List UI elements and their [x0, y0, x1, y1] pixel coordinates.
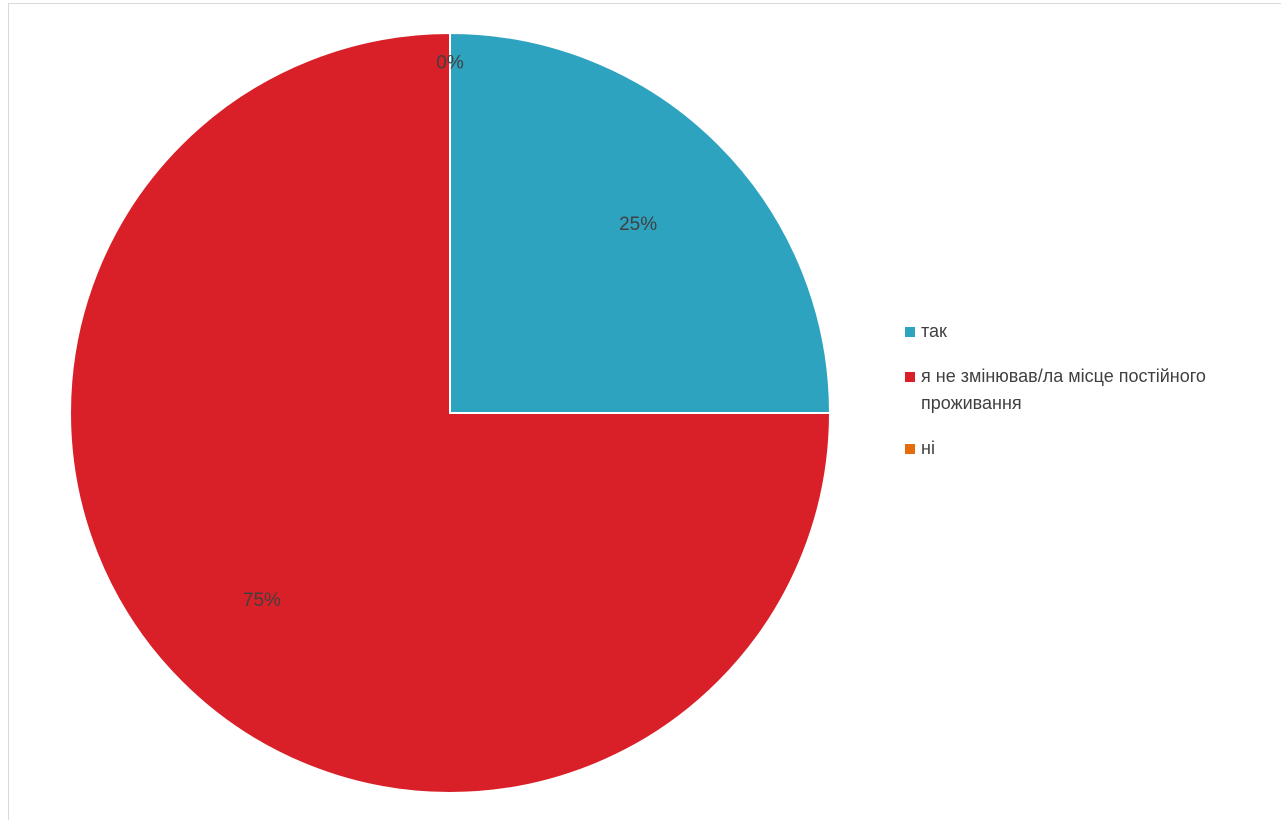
pie-slice-did-not-change	[69, 31, 832, 794]
legend: так я не змінював/ла місце постійного пр…	[905, 318, 1275, 480]
legend-label-did-not-change: я не змінював/ла місце постійного прожив…	[921, 366, 1206, 413]
legend-item-did-not-change: я не змінював/ла місце постійного прожив…	[905, 363, 1275, 417]
legend-item-so: так	[905, 318, 1275, 345]
pie-slice-so	[449, 31, 832, 414]
data-label-did-not-change: 75%	[243, 590, 281, 611]
pie-data-labels: 25% 75% 0%	[243, 52, 657, 611]
legend-label-no: ні	[921, 438, 935, 458]
legend-swatch-so	[905, 327, 915, 337]
legend-swatch-no	[905, 444, 915, 454]
legend-swatch-did-not-change	[905, 372, 915, 382]
legend-label-so: так	[921, 321, 947, 341]
data-label-no: 0%	[436, 52, 464, 73]
pie-slices	[69, 31, 832, 794]
legend-item-no: ні	[905, 435, 1275, 462]
data-label-so: 25%	[619, 214, 657, 235]
